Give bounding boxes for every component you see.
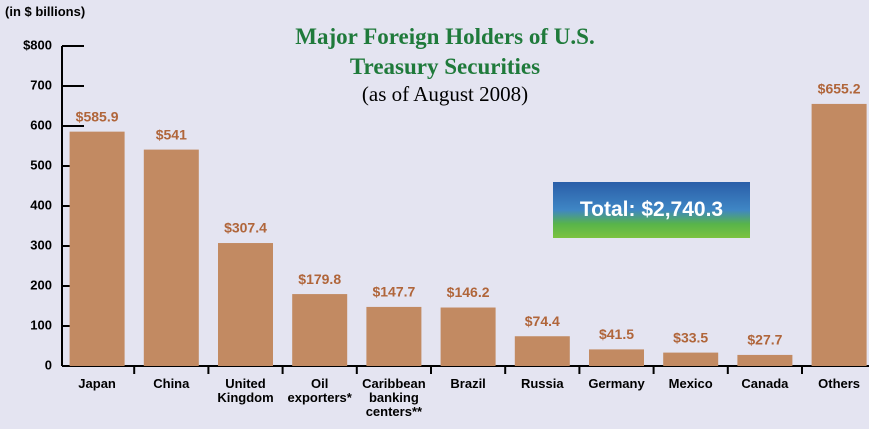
bar <box>811 103 867 367</box>
value-label: $41.5 <box>599 326 634 342</box>
x-tick-label: Germany <box>588 376 645 391</box>
value-label: $541 <box>156 126 187 142</box>
y-tick-label: 100 <box>30 317 52 332</box>
bar <box>440 307 496 366</box>
x-tick-label: Brazil <box>450 376 486 391</box>
value-label: $146.2 <box>447 284 490 300</box>
chart-title: Major Foreign Holders of U.S. Treasury S… <box>295 24 595 79</box>
y-tick-label: 400 <box>30 197 52 212</box>
y-axis-label: (in $ billions) <box>5 4 86 19</box>
chart-subtitle: (as of August 2008) <box>361 82 529 106</box>
value-label: $585.9 <box>76 108 119 124</box>
y-tick-label: 700 <box>30 77 52 92</box>
y-tick-label: 200 <box>30 277 52 292</box>
value-label: $147.7 <box>372 284 415 300</box>
x-tick-label: China <box>153 376 190 391</box>
x-tick-label: Japan <box>78 376 116 391</box>
bar <box>143 149 199 366</box>
value-label: $307.4 <box>224 220 267 236</box>
x-tick-label: Mexico <box>668 376 713 391</box>
bar <box>514 336 570 366</box>
x-tick-label: Russia <box>520 376 564 391</box>
x-tick-label: Caribbean banking centers** <box>362 376 426 419</box>
bar <box>737 354 793 366</box>
bar <box>366 306 422 366</box>
value-label: $27.7 <box>747 332 782 348</box>
x-tick-label: Canada <box>741 376 789 391</box>
y-tick-label: 0 <box>45 357 52 372</box>
bar <box>589 349 644 366</box>
y-tick-label: 500 <box>30 157 52 172</box>
bar <box>218 243 273 366</box>
x-tick-label: Oil exporters* <box>287 376 352 405</box>
value-label: $655.2 <box>818 81 861 97</box>
annotation: Total: $2,740.3 <box>553 182 750 238</box>
y-tick-label: 300 <box>30 237 52 252</box>
y-tick-label: $800 <box>23 37 52 52</box>
value-label: $74.4 <box>525 313 560 329</box>
bar <box>69 131 125 366</box>
bar <box>663 352 719 366</box>
x-tick-label: Others <box>818 376 861 391</box>
value-label: $179.8 <box>298 271 341 287</box>
x-tick-label: United Kingdom <box>217 376 274 405</box>
bar <box>292 294 348 366</box>
y-tick-label: 600 <box>30 117 52 132</box>
value-label: $33.5 <box>673 329 708 345</box>
